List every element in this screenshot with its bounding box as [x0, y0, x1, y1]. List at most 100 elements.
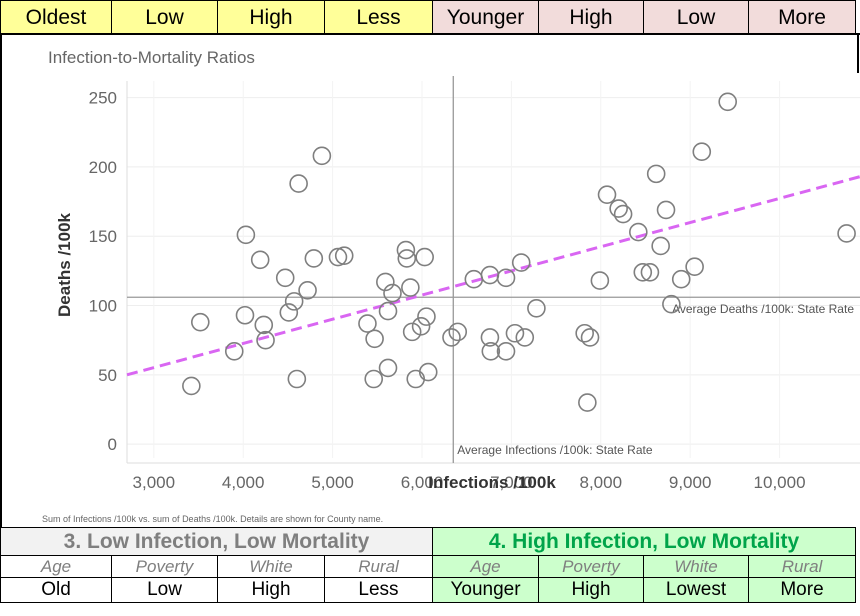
y-tick-label: 50	[98, 366, 117, 385]
x-axis-label: Infections /100k	[428, 473, 556, 492]
ref-label-infections: Average Infections /100k: State Rate	[457, 443, 653, 457]
data-point	[235, 305, 255, 325]
data-point	[396, 240, 416, 260]
data-point	[402, 322, 422, 342]
data-point	[671, 269, 691, 289]
quadrant3-value-white: High	[218, 578, 325, 603]
y-tick-label: 200	[89, 158, 117, 177]
legend-cell-less: Less	[325, 0, 433, 33]
data-point	[364, 369, 384, 389]
right-edge-mark	[857, 33, 859, 73]
x-tick-label: 7,000	[490, 473, 533, 492]
quadrant4-header-white: White	[644, 556, 749, 578]
y-axis-label: Deaths /100k	[55, 212, 74, 316]
data-point	[182, 376, 201, 396]
legend-cell-high: High	[218, 0, 325, 33]
x-tick-label: 10,000	[754, 473, 806, 492]
data-point	[646, 164, 666, 184]
quadrant3-header-poverty: Poverty	[112, 556, 218, 578]
data-point	[224, 341, 244, 361]
data-point	[376, 272, 395, 292]
quadrant4-value-rural: More	[749, 578, 856, 603]
data-point	[613, 204, 633, 224]
data-point	[496, 268, 516, 288]
x-tick-label: 8,000	[579, 473, 622, 492]
data-point	[837, 224, 856, 243]
y-tick-label: 150	[89, 227, 117, 246]
data-point	[289, 174, 308, 193]
legend-cell-oldest: Oldest	[0, 0, 112, 33]
data-point	[378, 358, 398, 378]
data-point	[656, 200, 676, 220]
y-tick-label: 250	[89, 89, 117, 108]
y-axis-ticks: 0 50 100 150 200 250	[89, 89, 117, 455]
trend-line-group	[126, 175, 860, 377]
quadrant4-value-poverty: High	[539, 578, 644, 603]
data-point	[236, 225, 256, 245]
quadrant3-title: 3. Low Infection, Low Mortality	[0, 527, 433, 556]
data-point	[378, 301, 398, 321]
data-point	[515, 328, 535, 347]
data-point	[662, 294, 681, 314]
data-point	[275, 268, 295, 288]
data-point	[298, 280, 317, 300]
data-point	[685, 257, 704, 277]
data-point	[418, 362, 438, 382]
quadrant3-header-age: Age	[0, 556, 112, 578]
scatter-chart: Infection-to-Mortality Ratios Average In…	[42, 48, 860, 524]
x-tick-label: 3,000	[133, 473, 176, 492]
quadrant3-value-poverty: Low	[112, 578, 218, 603]
data-point	[279, 303, 299, 322]
data-point	[415, 247, 434, 267]
data-point	[383, 283, 402, 303]
data-point	[417, 307, 436, 326]
chart-footnote: Sum of Infections /100k vs. sum of Death…	[42, 514, 383, 524]
data-point	[312, 146, 332, 166]
chart-area: Infection-to-Mortality Ratios Average In…	[0, 33, 860, 528]
data-point	[511, 253, 531, 272]
data-point	[590, 271, 610, 290]
quadrant4-header-rural: Rural	[749, 556, 856, 578]
data-point	[448, 322, 468, 342]
top-legend-bar: Oldest Low High Less Younger High Low Mo…	[0, 0, 860, 35]
ref-label-deaths: Average Deaths /100k: State Rate	[672, 302, 854, 316]
data-point	[191, 312, 210, 332]
quadrant4-value-age: Younger	[433, 578, 539, 603]
quadrant4-header-age: Age	[433, 556, 539, 578]
data-point	[334, 246, 354, 265]
data-point	[629, 222, 648, 242]
quadrant4-value-white: Lowest	[644, 578, 749, 603]
data-point	[575, 323, 594, 343]
data-point	[718, 92, 738, 112]
data-point	[578, 393, 597, 412]
data-point	[640, 262, 660, 282]
data-point	[411, 317, 431, 336]
legend-cell-younger: Younger	[433, 0, 539, 33]
gridlines	[126, 81, 860, 464]
legend-cell-low: Low	[112, 0, 218, 33]
quadrant3-header-white: White	[218, 556, 325, 578]
data-point	[401, 278, 420, 297]
data-point	[328, 247, 348, 267]
trend-line	[126, 175, 860, 377]
data-point	[358, 314, 377, 333]
data-point	[651, 236, 670, 256]
data-point	[505, 323, 525, 343]
x-axis-ticks: 3,000 4,000 5,000 6,000 7,000 8,000 9,000 10,00…	[133, 473, 806, 492]
data-point	[256, 330, 275, 350]
data-point	[442, 328, 461, 347]
quadrant3-value-rural: Less	[325, 578, 433, 603]
data-point	[254, 315, 274, 335]
data-point	[527, 299, 546, 318]
chart-title: Infection-to-Mortality Ratios	[48, 48, 255, 67]
data-point	[580, 328, 600, 347]
data-point	[609, 199, 628, 218]
reference-lines: Average Infections /100k: State Rate Aver…	[127, 76, 860, 463]
data-point	[365, 329, 384, 349]
data-point	[287, 369, 307, 389]
x-tick-label: 5,000	[311, 473, 354, 492]
quadrant3-header-rural: Rural	[325, 556, 433, 578]
x-tick-label: 9,000	[669, 473, 712, 492]
data-point	[250, 250, 270, 270]
x-tick-label: 6,000	[401, 473, 444, 492]
